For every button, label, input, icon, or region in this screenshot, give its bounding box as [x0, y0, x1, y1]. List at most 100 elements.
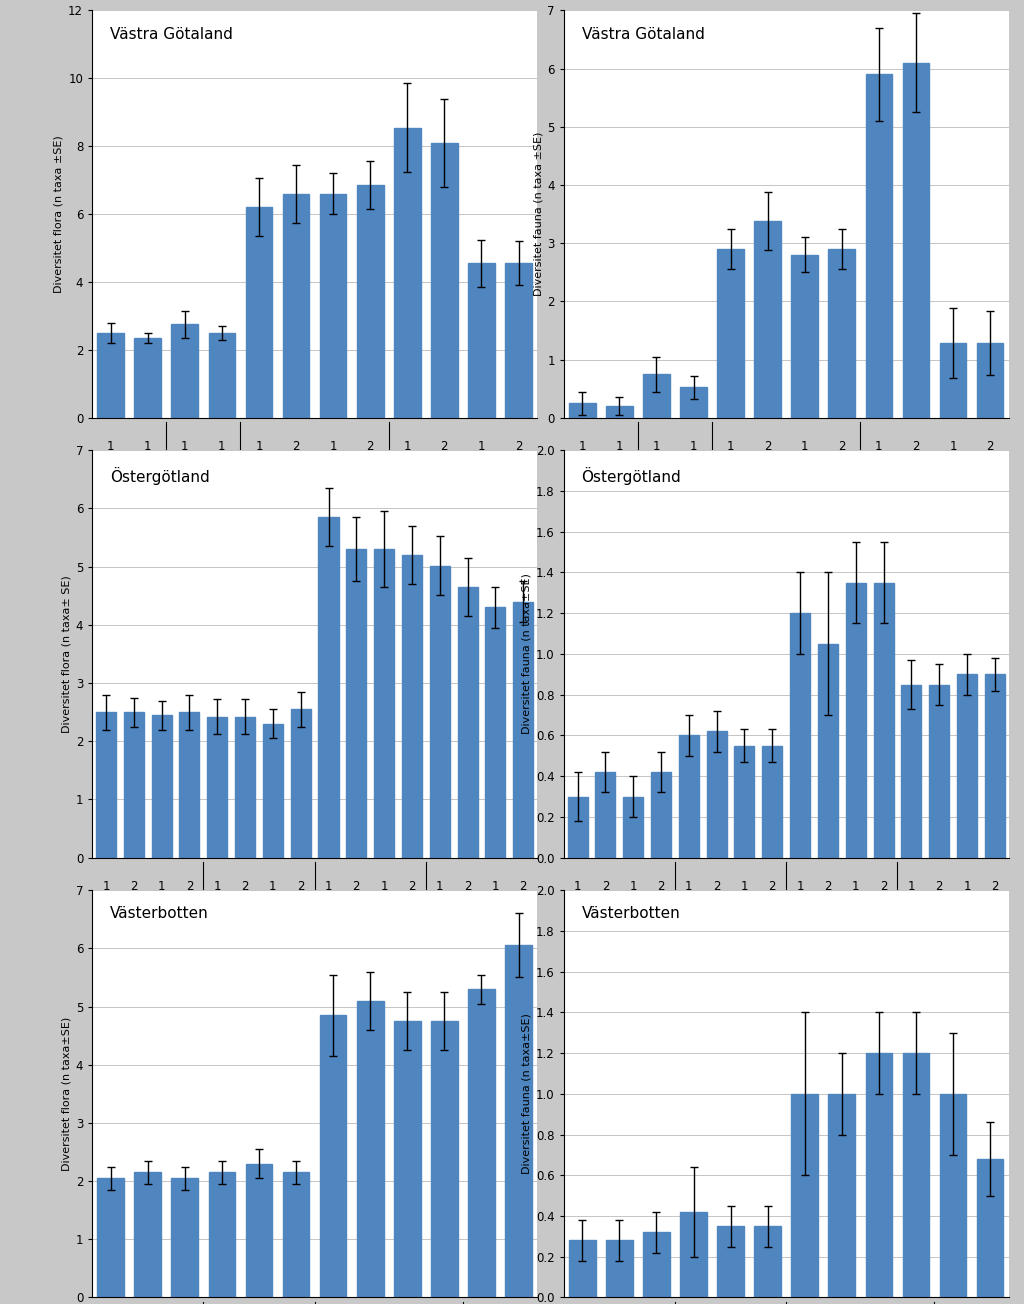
- Bar: [762, 746, 782, 858]
- Bar: [940, 1094, 967, 1297]
- Bar: [846, 583, 865, 858]
- Bar: [319, 194, 346, 417]
- Text: Rut: Rut: [665, 510, 685, 523]
- Text: 2: 2: [519, 880, 527, 893]
- Text: 1: 1: [158, 880, 166, 893]
- Text: 1: 1: [797, 880, 804, 893]
- Text: 1: 1: [403, 441, 411, 452]
- Text: 1: 1: [690, 441, 697, 452]
- Text: 1: 1: [740, 880, 749, 893]
- Bar: [152, 715, 172, 858]
- Y-axis label: Diversitet flora (n taxa± SE): Diversitet flora (n taxa± SE): [61, 575, 72, 733]
- Text: 1: 1: [380, 880, 388, 893]
- Bar: [567, 797, 588, 858]
- Bar: [134, 338, 161, 417]
- Text: A: A: [579, 471, 587, 484]
- Text: 2: 2: [880, 880, 887, 893]
- Bar: [680, 1211, 707, 1297]
- Text: Västra Götaland: Västra Götaland: [110, 26, 232, 42]
- Text: A: A: [213, 910, 221, 923]
- Bar: [505, 263, 531, 417]
- Text: 2: 2: [991, 880, 998, 893]
- Text: 1: 1: [436, 880, 443, 893]
- Text: A: A: [181, 471, 188, 484]
- Text: A: A: [241, 910, 249, 923]
- Text: 2: 2: [297, 880, 304, 893]
- Bar: [374, 549, 394, 858]
- Text: A: A: [935, 910, 943, 923]
- Text: 1: 1: [615, 441, 624, 452]
- Text: Fri: Fri: [946, 949, 961, 962]
- Bar: [246, 1163, 272, 1297]
- Text: A: A: [652, 471, 660, 484]
- Bar: [717, 1226, 743, 1297]
- Text: D: D: [879, 910, 888, 923]
- Text: B: B: [477, 471, 485, 484]
- Text: 2: 2: [713, 880, 721, 893]
- Text: Östergötland: Östergötland: [582, 467, 681, 485]
- Text: B: B: [514, 471, 522, 484]
- Text: A: A: [464, 910, 471, 923]
- Text: 2: 2: [602, 880, 609, 893]
- Bar: [207, 717, 227, 858]
- Text: 1: 1: [801, 441, 809, 452]
- Text: 1: 1: [652, 441, 660, 452]
- Text: Punkt: Punkt: [131, 949, 165, 962]
- Bar: [792, 1094, 818, 1297]
- Text: 10p10s: 10p10s: [820, 949, 863, 962]
- Bar: [318, 518, 339, 858]
- Bar: [209, 1172, 236, 1297]
- Text: Punkt: Punkt: [113, 510, 146, 523]
- Text: A: A: [573, 910, 582, 923]
- Text: A: A: [130, 910, 138, 923]
- Text: Fri: Fri: [474, 949, 488, 962]
- Bar: [818, 644, 838, 858]
- Bar: [505, 945, 531, 1297]
- Y-axis label: Diversitet fauna (n taxa±SE): Diversitet fauna (n taxa±SE): [522, 1013, 531, 1175]
- Text: Fri: Fri: [456, 510, 470, 523]
- Text: 2: 2: [464, 880, 471, 893]
- Text: 1: 1: [106, 441, 115, 452]
- Bar: [430, 566, 450, 858]
- Bar: [431, 1021, 458, 1297]
- Text: A: A: [713, 910, 721, 923]
- Text: 1: 1: [949, 441, 956, 452]
- Y-axis label: Diversitet fauna (n taxa ±SE): Diversitet fauna (n taxa ±SE): [534, 132, 543, 296]
- Text: B: B: [269, 910, 276, 923]
- Text: 1: 1: [144, 441, 152, 452]
- Bar: [171, 325, 199, 417]
- Text: 1: 1: [876, 441, 883, 452]
- Bar: [513, 601, 534, 858]
- Bar: [97, 333, 124, 417]
- Text: B: B: [963, 910, 971, 923]
- Text: B: B: [143, 471, 152, 484]
- Bar: [734, 746, 755, 858]
- Text: 1: 1: [325, 880, 332, 893]
- Text: Rut: Rut: [194, 510, 213, 523]
- Text: 2: 2: [367, 441, 374, 452]
- Text: 2: 2: [769, 880, 776, 893]
- Bar: [873, 583, 894, 858]
- Text: 2: 2: [242, 880, 249, 893]
- Text: 1: 1: [218, 441, 225, 452]
- Bar: [902, 1054, 930, 1297]
- Bar: [569, 1240, 596, 1297]
- Y-axis label: Diversitet fauna (n taxa±SE): Diversitet fauna (n taxa±SE): [522, 574, 531, 734]
- Text: Rut: Rut: [249, 949, 269, 962]
- Text: 1: 1: [102, 880, 110, 893]
- Text: Västerbotten: Västerbotten: [582, 906, 680, 922]
- Bar: [595, 772, 615, 858]
- Text: B: B: [185, 910, 194, 923]
- Text: A: A: [436, 910, 443, 923]
- Bar: [755, 1226, 781, 1297]
- Bar: [468, 263, 495, 417]
- Text: D: D: [838, 471, 847, 484]
- Text: C: C: [823, 910, 833, 923]
- Bar: [977, 343, 1004, 417]
- Text: E: E: [876, 471, 883, 484]
- Text: 1: 1: [330, 441, 337, 452]
- Bar: [901, 685, 922, 858]
- Bar: [485, 608, 506, 858]
- Text: A: A: [106, 471, 115, 484]
- Text: 2: 2: [935, 880, 943, 893]
